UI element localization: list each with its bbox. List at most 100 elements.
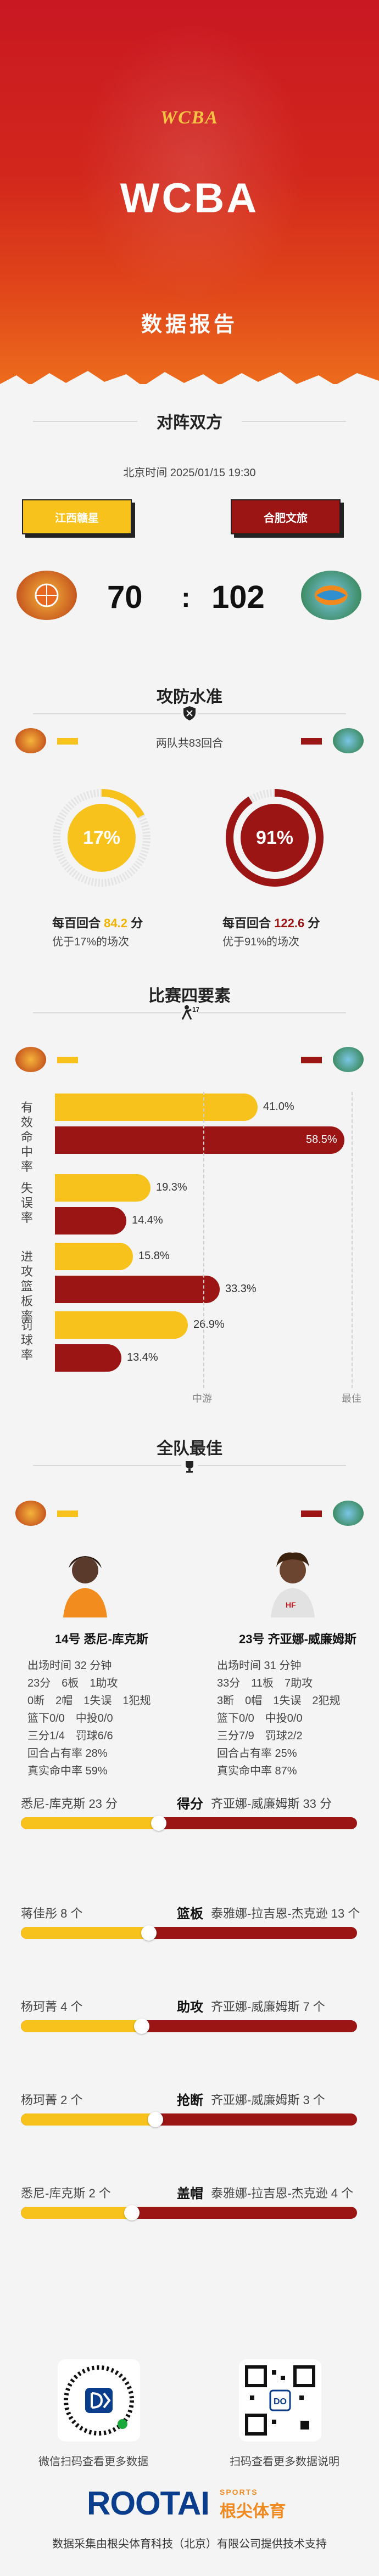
home-factor-bar xyxy=(55,1093,258,1121)
comparison-home-name: 杨珂菁 4 个 xyxy=(21,2000,83,2014)
header-banner: WCBA WCBA 数据报告 xyxy=(0,0,379,384)
home-stat-line: 回合占有率 28% xyxy=(27,1748,108,1760)
home-factor-bar xyxy=(55,1243,133,1270)
away-factor-bar xyxy=(55,1126,344,1154)
away-legend-swatch-3 xyxy=(301,1510,322,1517)
home-stat-line: 三分1/4 罚球6/6 xyxy=(27,1730,113,1742)
header-title: WCBA xyxy=(120,175,259,222)
away-team-button[interactable]: 合肥文旅 xyxy=(231,499,341,534)
home-player-name: 14号 悉尼-库克斯 xyxy=(55,1632,148,1646)
home-efficiency-ring: 17% xyxy=(49,786,154,890)
away-efficiency-pct: 91% xyxy=(255,827,294,848)
score-separator: : xyxy=(181,582,191,613)
home-small-logo xyxy=(15,728,46,753)
away-player-name: 23号 齐亚娜-威廉姆斯 xyxy=(239,1632,356,1646)
away-logo-icon xyxy=(315,585,348,605)
comparison-bar xyxy=(21,1927,357,1939)
player-icon: 17 xyxy=(179,1004,200,1021)
rootai-cn-name: 根尖体育 xyxy=(220,2502,286,2521)
home-score: 70 xyxy=(107,579,143,615)
home-stat-line: 真实命中率 59% xyxy=(27,1765,108,1777)
away-team-logo xyxy=(301,571,361,620)
rootai-logo: ROOTAI xyxy=(87,2485,210,2522)
away-small-logo-2 xyxy=(333,1047,364,1072)
home-team-logo xyxy=(16,571,77,620)
factor-label: 罚球率 xyxy=(20,1318,33,1362)
comparison-label: 得分 xyxy=(177,1797,203,1812)
factor-label: 有效命中率 xyxy=(20,1101,33,1174)
away-stat-line: 回合占有率 25% xyxy=(217,1748,297,1760)
comparison-away-name: 齐亚娜-威廉姆斯 7 个 xyxy=(211,2000,325,2014)
qr-left-caption: 微信扫码查看更多数据 xyxy=(38,2456,148,2468)
axis-mid-label: 中游 xyxy=(192,1393,212,1404)
possessions-text: 两队共83回合 xyxy=(155,737,224,749)
svg-text:17: 17 xyxy=(192,1006,199,1013)
away-factor-bar xyxy=(55,1207,126,1235)
comparison-home-fill xyxy=(21,1927,149,1939)
comparison-divider-knob xyxy=(124,2205,140,2220)
qr-right-caption: 扫码查看更多数据说明 xyxy=(230,2456,339,2468)
home-player-stats: 出场时间 32 分钟 23分 6板 1助攻 0断 2帽 1失误 1犯规 篮下0/0 中… xyxy=(27,1657,181,1780)
comparison-bar xyxy=(21,2113,357,2126)
home-factor-value: 19.3% xyxy=(156,1181,187,1193)
away-stat-line: 33分 11板 7助攻 xyxy=(217,1677,313,1689)
svg-text:DO: DO xyxy=(274,2397,287,2406)
home-efficiency-pct: 17% xyxy=(82,827,121,848)
footer-note: 数据采集由根尖体育科技（北京）有限公司提供技术支持 xyxy=(52,2538,327,2550)
away-factor-value: 33.3% xyxy=(225,1283,257,1295)
away-legend-swatch xyxy=(301,738,322,745)
comparison-label: 盖帽 xyxy=(177,2186,203,2201)
comparison-divider-knob xyxy=(148,2112,163,2127)
comparison-bar xyxy=(21,1817,357,1829)
away-per100-note: 优于91%的场次 xyxy=(222,936,300,948)
comparison-home-fill xyxy=(21,1817,159,1829)
comparison-label: 篮板 xyxy=(177,1907,203,1921)
away-stat-line: 出场时间 31 分钟 xyxy=(217,1660,302,1672)
away-player-photo: HF xyxy=(263,1546,323,1617)
home-factor-value: 26.9% xyxy=(193,1318,225,1331)
mid-gridline xyxy=(203,1092,204,1388)
home-legend-swatch-3 xyxy=(57,1510,78,1517)
comparison-home-name: 悉尼-库克斯 23 分 xyxy=(21,1797,118,1811)
shield-icon xyxy=(181,705,198,721)
away-per100: 每百回合 122.6 分 xyxy=(222,916,320,930)
away-small-logo-3 xyxy=(333,1501,364,1526)
home-stat-line: 0断 2帽 1失误 1犯规 xyxy=(27,1695,151,1707)
offdef-title: 攻防水准 xyxy=(157,688,222,706)
comparison-away-name: 齐亚娜-威廉姆斯 33 分 xyxy=(211,1797,332,1811)
away-player-stats: 出场时间 31 分钟 33分 11板 7助攻 3断 0帽 1失误 2犯规 篮下0/0 … xyxy=(217,1657,371,1780)
home-legend-swatch-2 xyxy=(57,1057,78,1063)
home-per100-note: 优于17%的场次 xyxy=(52,936,130,948)
away-score: 102 xyxy=(211,579,265,615)
comparison-home-name: 杨珂菁 2 个 xyxy=(21,2093,83,2107)
comparison-home-fill xyxy=(21,2020,142,2032)
home-factor-bar xyxy=(55,1311,188,1339)
home-stat-line: 篮下0/0 中投0/0 xyxy=(27,1712,113,1724)
comparison-bar xyxy=(21,2020,357,2032)
away-stat-line: 3断 0帽 1失误 2犯规 xyxy=(217,1695,341,1707)
comparison-divider-knob xyxy=(134,2019,149,2034)
wcba-logo-text: WCBA xyxy=(160,108,219,128)
home-factor-value: 15.8% xyxy=(138,1250,170,1262)
away-factor-value: 13.4% xyxy=(127,1351,158,1363)
best-title: 全队最佳 xyxy=(157,1440,222,1458)
away-legend-swatch-2 xyxy=(301,1057,322,1063)
comparison-home-fill xyxy=(21,2207,132,2219)
qr-code-right[interactable]: DO xyxy=(239,2359,321,2442)
match-time: 北京时间 2025/01/15 19:30 xyxy=(123,467,256,479)
comparison-divider-knob xyxy=(151,1816,166,1831)
home-team-button[interactable]: 江西赣星 xyxy=(22,499,132,534)
four-factors-title: 比赛四要素 xyxy=(148,987,231,1005)
comparison-divider-knob xyxy=(141,1925,157,1941)
home-per100: 每百回合 84.2 分 xyxy=(52,916,143,930)
away-factor-bar xyxy=(55,1344,121,1372)
away-factor-value: 14.4% xyxy=(132,1214,163,1226)
axis-best-label: 最佳 xyxy=(342,1393,361,1404)
qr-code-left[interactable] xyxy=(58,2359,140,2442)
four-factors-heading: 比赛四要素 xyxy=(0,982,379,1013)
comparison-home-fill xyxy=(21,2113,155,2126)
factor-label: 失误率 xyxy=(20,1181,33,1225)
home-legend-swatch xyxy=(57,738,78,745)
home-factor-bar xyxy=(55,1174,151,1202)
